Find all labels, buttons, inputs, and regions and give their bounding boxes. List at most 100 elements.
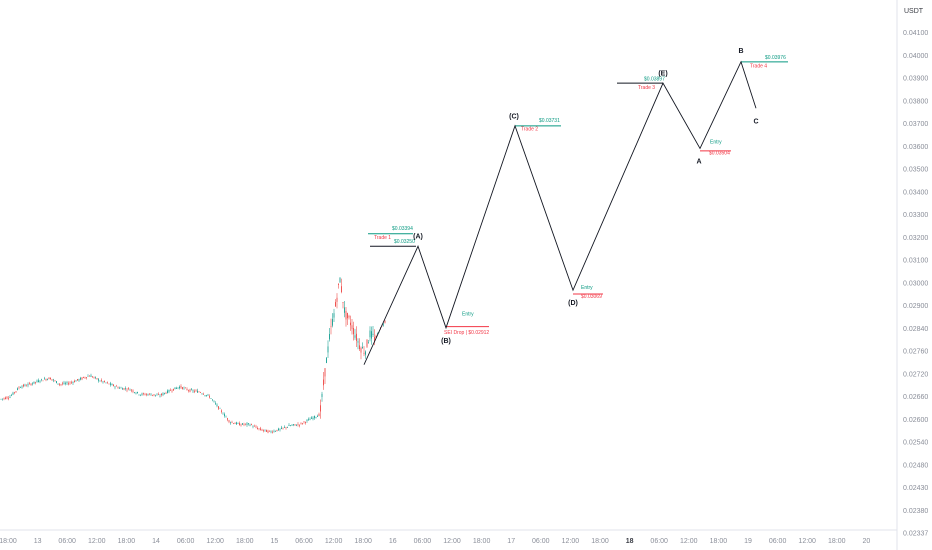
time-tick-label: 06:00 (769, 538, 787, 545)
price-tick-label: 0.02480 (903, 462, 928, 469)
candle-body (27, 384, 29, 386)
candle-body (203, 393, 204, 395)
candle-body (245, 423, 246, 425)
annotation-label: SEI Drop | $0.02912 (444, 330, 489, 336)
candle-body (111, 384, 113, 386)
candle-body (222, 413, 224, 415)
candle-body (0, 398, 2, 400)
time-tick-label: 16 (389, 538, 397, 545)
candle-body (194, 390, 195, 392)
candle-body (303, 421, 305, 423)
candle-body (243, 424, 245, 425)
candle-body (237, 422, 239, 424)
candle-body (101, 380, 102, 381)
candle-body (134, 392, 135, 393)
time-tick-label: 18:00 (0, 538, 17, 545)
annotation-label: $0.03897 (644, 77, 665, 83)
candle-body (11, 395, 12, 396)
candle-body (375, 335, 377, 338)
candle-body (155, 394, 156, 396)
time-tick-label: 18:00 (354, 538, 372, 545)
wave-line (363, 60, 757, 365)
candle-body (246, 423, 248, 425)
candle-body (338, 283, 339, 285)
time-tick-label: 15 (271, 538, 279, 545)
trade-levels (368, 61, 788, 328)
candle-body (173, 388, 174, 391)
time-tick-label: 06:00 (414, 538, 432, 545)
time-axis[interactable]: 18:00 13 06:00 12:00 18:00 14 06:00 12:00 18:00 1… (0, 538, 870, 545)
candle-body (249, 424, 251, 426)
candle-body (26, 385, 27, 387)
candle-body (83, 376, 84, 378)
candle-body (332, 319, 333, 326)
candle-body (63, 382, 65, 384)
candle-body (141, 393, 143, 395)
candlestick-series (0, 277, 386, 434)
candle-body (270, 431, 272, 433)
price-tick-label: 0.02380 (903, 508, 928, 515)
candle-body (110, 383, 111, 385)
candle-body (294, 424, 296, 425)
candle-body (30, 383, 32, 386)
candle-body (261, 429, 263, 431)
candle-body (54, 380, 56, 382)
price-tick-label: 0.02600 (903, 417, 928, 424)
price-tick-label: 0.02760 (903, 349, 928, 356)
candle-body (53, 379, 54, 381)
candle-body (369, 330, 371, 338)
time-tick-label: 20 (863, 538, 871, 545)
candle-body (51, 379, 53, 380)
candle-body (279, 428, 281, 430)
candle-body (374, 337, 375, 342)
candle-body (150, 394, 152, 396)
time-tick-label: 06:00 (532, 538, 550, 545)
candle-body (204, 395, 206, 396)
wave-labels: (A) (B) (C) (D) (E) A B C (413, 48, 758, 345)
candle-body (146, 394, 147, 395)
candle-body (15, 391, 17, 392)
candle-body (48, 377, 50, 380)
price-tick-label: 0.04000 (903, 53, 928, 60)
annotation-label: $0.03731 (539, 118, 560, 124)
candle-body (107, 382, 108, 384)
candle-body (185, 387, 186, 389)
time-tick-label: 18:00 (828, 538, 846, 545)
candle-body (14, 392, 15, 393)
candle-body (62, 383, 63, 385)
candle-body (269, 430, 270, 432)
time-tick-label: 18:00 (118, 538, 136, 545)
wave-point-label: (A) (413, 234, 423, 241)
candle-body (195, 390, 197, 392)
time-tick-label: 13 (34, 538, 42, 545)
candle-body (189, 389, 191, 392)
price-tick-label: 0.03900 (903, 76, 928, 83)
time-tick-label: 18:00 (591, 538, 609, 545)
wave-point-label: (C) (509, 113, 519, 120)
candle-body (305, 422, 306, 423)
candle-body (180, 386, 182, 388)
candle-body (273, 430, 275, 432)
annotation-label: $0.03069 (581, 294, 602, 300)
annotation-label: Trade 4 (750, 64, 767, 70)
candle-body (257, 428, 258, 429)
candle-body (281, 427, 282, 429)
candle-body (240, 424, 242, 426)
candle-body (147, 394, 149, 396)
candle-body (224, 414, 225, 416)
candle-body (131, 389, 132, 391)
price-axis[interactable]: 0.04100 0.04000 0.03900 0.03800 0.03700 0.036… (903, 30, 928, 538)
price-tick-label: 0.02840 (903, 326, 928, 333)
candle-body (267, 430, 269, 433)
candle-body (342, 302, 344, 303)
price-tick-label: 0.03500 (903, 167, 928, 174)
candle-body (66, 382, 68, 384)
price-tick-label: 0.02430 (903, 485, 928, 492)
candle-body (123, 388, 125, 390)
candle-body (360, 347, 362, 353)
price-tick-label: 0.03600 (903, 144, 928, 151)
candle-body (296, 425, 297, 427)
candle-body (138, 394, 140, 396)
candle-body (201, 393, 203, 395)
